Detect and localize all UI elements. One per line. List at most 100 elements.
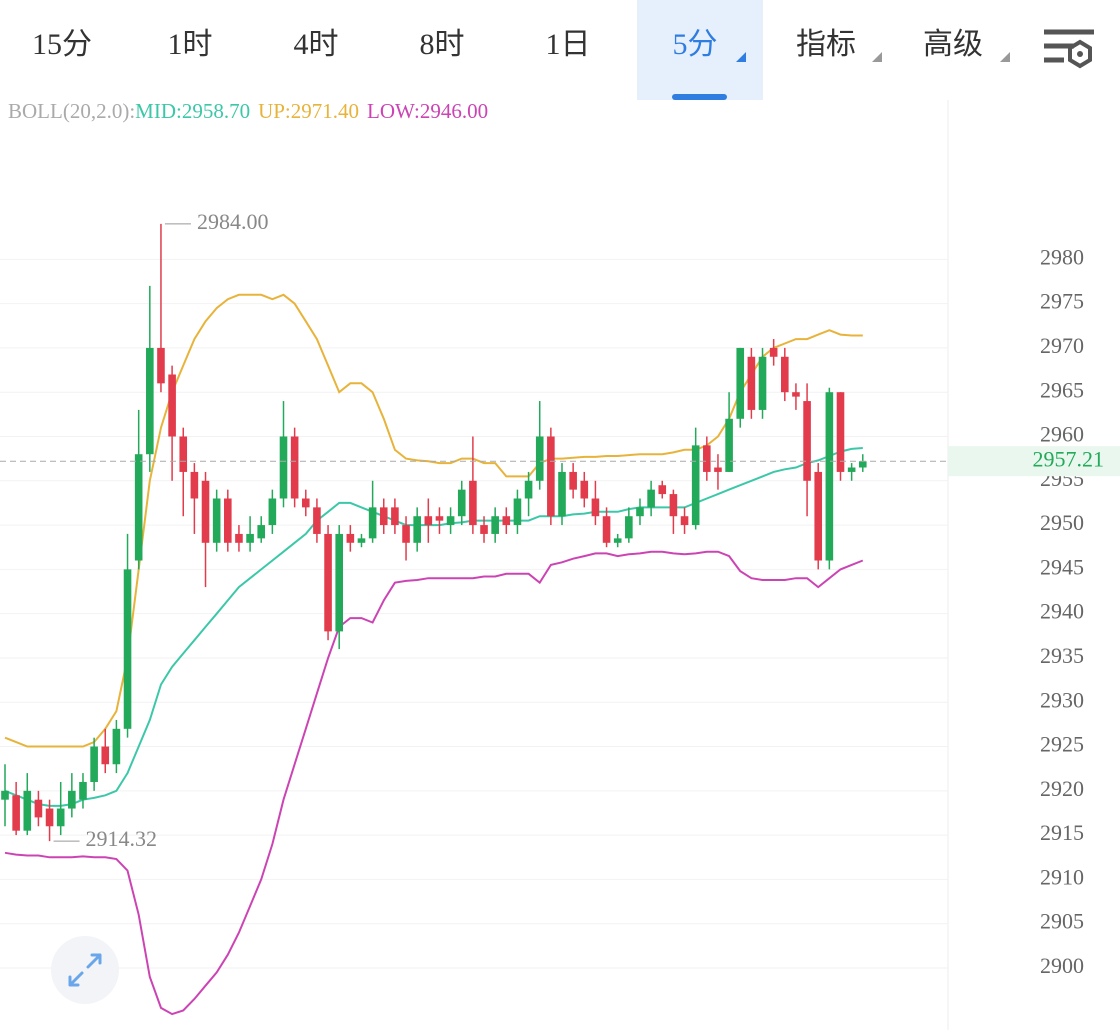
- y-tick-label: 2970: [1040, 333, 1084, 358]
- candle-body: [346, 533, 355, 543]
- candle-body: [558, 471, 566, 517]
- candle-body: [825, 392, 834, 561]
- y-tick-label: 2960: [1040, 422, 1084, 447]
- candle-body: [68, 790, 76, 809]
- boll-line: [4, 293, 863, 748]
- candle-body: [580, 480, 589, 499]
- candle-body: [212, 498, 221, 543]
- candle-body: [1, 790, 9, 800]
- candle-body: [424, 516, 433, 526]
- candle-body: [725, 418, 733, 472]
- candle-body: [714, 467, 722, 472]
- candle-body: [257, 525, 266, 539]
- candle-body: [703, 445, 711, 472]
- candle-body: [56, 808, 65, 827]
- candle-body: [12, 795, 20, 831]
- candle-body: [591, 498, 600, 517]
- candle-body: [781, 356, 789, 393]
- candle-body: [769, 347, 778, 357]
- candle-body: [858, 461, 867, 468]
- y-tick-label: 2940: [1040, 599, 1084, 624]
- y-tick-label: 2935: [1040, 643, 1084, 668]
- dropdown-arrow: [872, 52, 882, 62]
- candle-body: [625, 516, 633, 539]
- candle-body: [368, 507, 377, 539]
- tab[interactable]: 指标: [796, 28, 856, 61]
- candle-body: [836, 392, 845, 472]
- candle-body: [402, 525, 410, 543]
- tab[interactable]: 高级: [923, 28, 983, 61]
- candle-body: [647, 489, 655, 508]
- candle-body: [680, 516, 689, 526]
- candle-body: [502, 516, 511, 526]
- legend-entry: LOW:2946.00: [367, 99, 488, 123]
- candle-body: [313, 507, 321, 534]
- candle-body: [413, 516, 421, 543]
- candle-body: [569, 471, 577, 490]
- candle-body: [134, 454, 143, 561]
- active-tab-underline: [672, 94, 727, 100]
- tab[interactable]: 8时: [420, 28, 465, 61]
- candle-body: [480, 525, 488, 534]
- candle-body: [235, 533, 243, 543]
- tab[interactable]: 1日: [546, 28, 591, 61]
- candle-body: [736, 347, 745, 419]
- candle-body: [379, 507, 388, 526]
- candle-body: [179, 436, 188, 472]
- candle-body: [268, 498, 277, 526]
- expand-button[interactable]: [51, 936, 119, 1004]
- candle-body: [279, 436, 288, 499]
- candle-body: [469, 480, 477, 526]
- last-price-label: 2957.21: [1033, 446, 1105, 471]
- candle-body: [201, 480, 210, 543]
- candle-body: [246, 533, 254, 543]
- dropdown-arrow: [736, 52, 746, 62]
- candle-body: [357, 538, 366, 543]
- candle-body: [792, 392, 800, 397]
- candle-body: [101, 746, 110, 765]
- settings-icon[interactable]: [1044, 29, 1094, 69]
- tab[interactable]: 4时: [294, 28, 339, 61]
- max-marker-label: 2984.00: [197, 209, 269, 234]
- boll-line: [4, 550, 864, 1016]
- candle-body: [23, 790, 32, 831]
- candle-body: [324, 533, 332, 632]
- tab[interactable]: 15分: [32, 28, 92, 61]
- y-tick-label: 2980: [1040, 244, 1084, 269]
- last-price-box: [948, 446, 1120, 477]
- candle-body: [190, 471, 199, 499]
- active-tab-bg: [637, 0, 763, 100]
- tab[interactable]: 1时: [168, 28, 213, 61]
- candle-body: [168, 374, 176, 437]
- y-tick-label: 2905: [1040, 909, 1084, 934]
- candle-body: [146, 347, 154, 455]
- legend-entry: UP:2971.40: [258, 99, 359, 123]
- candle-body: [290, 436, 299, 499]
- y-tick-label: 2900: [1040, 953, 1084, 978]
- candle-body: [391, 507, 399, 526]
- y-tick-label: 2945: [1040, 554, 1084, 579]
- candle-body: [123, 569, 132, 729]
- tab[interactable]: 5分: [673, 28, 718, 61]
- candle-body: [613, 538, 622, 543]
- boll-line: [4, 447, 863, 807]
- tab-bar: 15分 1时 4时 8时 1日 5分 指标 高级: [32, 28, 983, 61]
- candle-body: [34, 799, 43, 818]
- candle-body: [691, 445, 700, 526]
- candle-body: [513, 498, 522, 526]
- candle-body: [79, 781, 87, 800]
- candle-body: [747, 356, 756, 410]
- candle-body: [803, 401, 811, 481]
- candle-body: [658, 485, 667, 495]
- y-tick-label: 2920: [1040, 776, 1084, 801]
- y-tick-label: 2950: [1040, 510, 1084, 535]
- candle-body: [491, 516, 499, 534]
- candle-body: [636, 507, 644, 517]
- candle-body: [814, 471, 823, 561]
- y-tick-label: 2915: [1040, 820, 1084, 845]
- candle-body: [435, 516, 444, 521]
- y-tick-label: 2965: [1040, 377, 1084, 402]
- candle-body: [669, 494, 678, 517]
- min-marker-label: 2914.32: [86, 826, 158, 851]
- candle-body: [446, 516, 455, 526]
